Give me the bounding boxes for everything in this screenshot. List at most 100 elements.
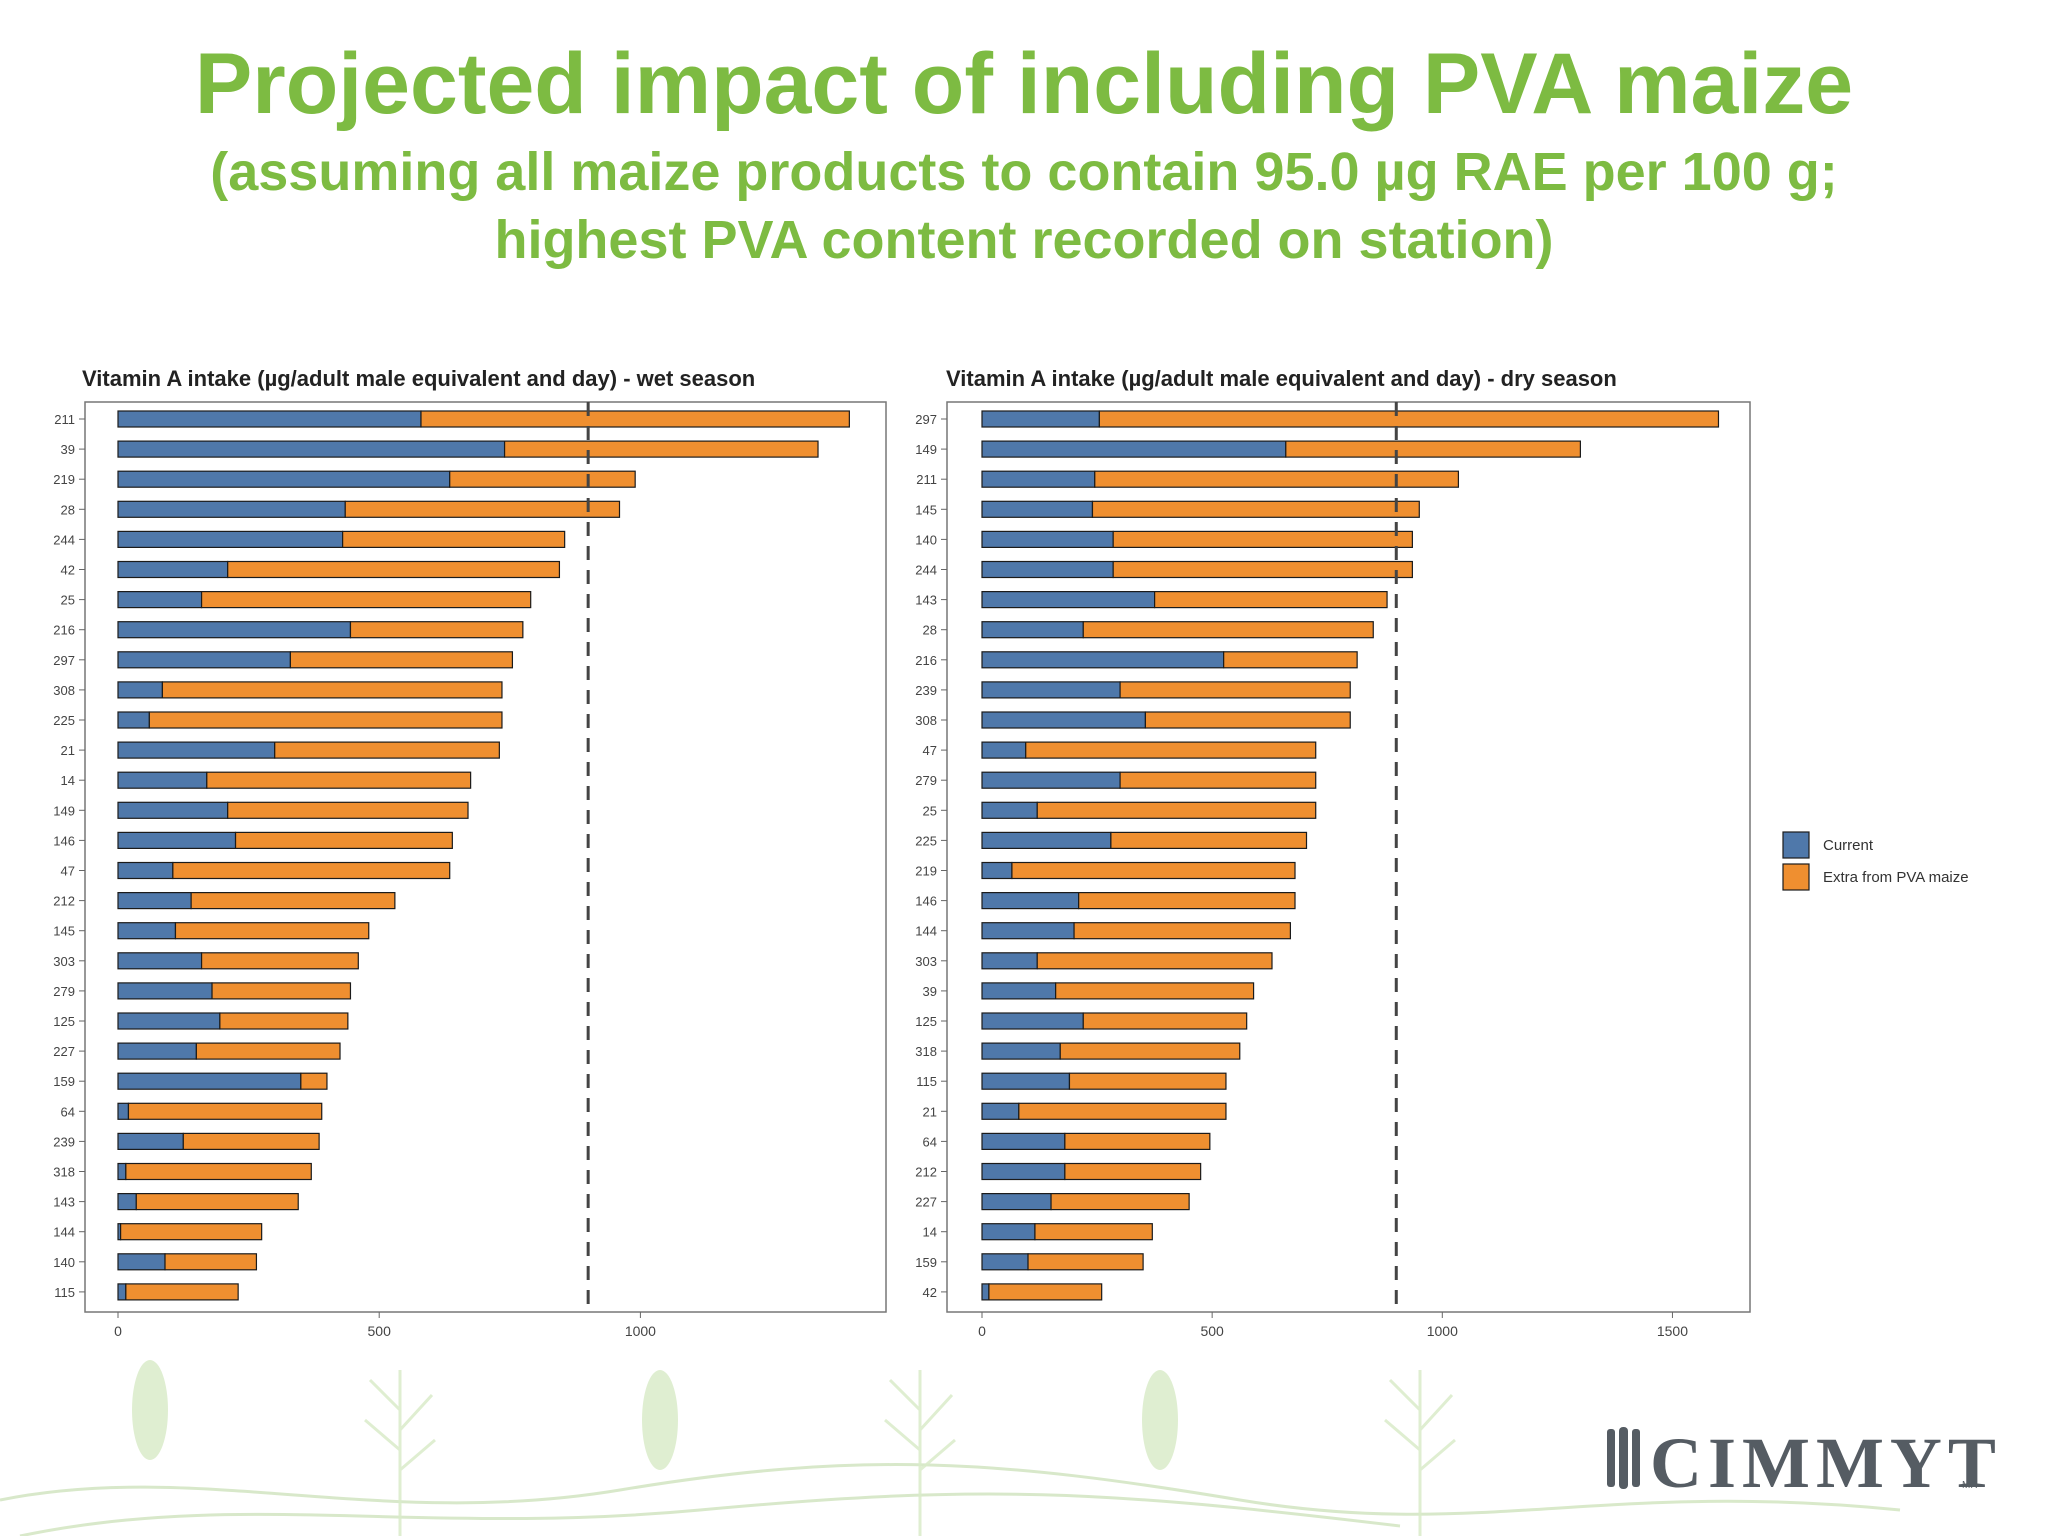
bar-current (981, 1192, 1052, 1211)
y-tick-label: 47 (923, 743, 937, 758)
bar-current (117, 952, 203, 970)
y-tick-label: 216 (53, 623, 75, 638)
chart-title-2: Vitamin A intake (µg/adult male equivale… (946, 366, 1617, 391)
bar-extra (182, 1132, 320, 1151)
bar-extra (200, 590, 532, 609)
bar-current (117, 1072, 302, 1090)
bar-extra (125, 1162, 312, 1181)
cimmyt-logo-icon (1607, 1427, 1640, 1489)
charts-area: Vitamin A intake (µg/adult male equivale… (53, 366, 1968, 1339)
bar-current (981, 560, 1114, 579)
y-tick-label: 39 (61, 442, 75, 457)
bar-extra (1055, 982, 1255, 1000)
y-tick-label: 42 (923, 1285, 937, 1300)
y-tick-label: 125 (915, 1014, 937, 1029)
bar-current (117, 741, 276, 759)
bar-extra (227, 801, 469, 819)
bar-current (981, 681, 1121, 699)
bar-extra (342, 530, 566, 549)
bar-extra (1011, 861, 1296, 880)
slide-subtitle-line-2: highest PVA content recorded on station) (494, 210, 1554, 270)
bar-extra (172, 861, 451, 880)
y-tick-label: 140 (53, 1255, 75, 1270)
y-tick-label: 318 (915, 1044, 937, 1059)
bar-extra (988, 1283, 1103, 1301)
bar-extra (227, 560, 561, 579)
bar-current (981, 741, 1027, 759)
y-tick-label: 159 (915, 1255, 937, 1270)
bar-extra (1064, 1132, 1211, 1151)
bar-extra (449, 470, 636, 488)
y-tick-label: 28 (923, 623, 937, 638)
bar-extra (174, 922, 370, 940)
bar-current (981, 1012, 1084, 1030)
cimmyt-logo: CIMMYT (1650, 1423, 2002, 1503)
bar-extra (1094, 470, 1460, 488)
bar-extra (219, 1012, 349, 1030)
bar-current (981, 1072, 1071, 1090)
y-tick-label: 140 (915, 532, 937, 547)
bar-current (117, 771, 208, 789)
bar-extra (127, 1102, 323, 1120)
y-tick-label: 303 (915, 954, 937, 969)
bar-current (117, 1192, 137, 1211)
bar-current (117, 1042, 197, 1060)
maize-decoration (0, 1360, 1901, 1536)
y-tick-label: 143 (53, 1195, 75, 1210)
plot-panel-2 (946, 401, 1751, 1313)
y-tick-label: 308 (915, 713, 937, 728)
legend-label-current: Current (1823, 837, 1874, 854)
bar-extra (1018, 1102, 1227, 1120)
bar-extra (274, 741, 500, 759)
y-tick-label: 21 (61, 743, 75, 758)
bar-extra (190, 891, 396, 910)
bar-current (981, 711, 1147, 729)
x-tick-label: 1000 (625, 1323, 656, 1339)
y-tick-label: 225 (915, 833, 937, 848)
bar-extra (1036, 952, 1273, 970)
y-tick-label: 211 (54, 412, 75, 427)
y-tick-label: 303 (53, 954, 75, 969)
bar-extra (125, 1283, 239, 1301)
bar-current (117, 500, 346, 518)
y-tick-label: 28 (61, 502, 75, 517)
bar-extra (289, 651, 514, 669)
y-tick-label: 25 (61, 593, 75, 608)
bar-current (117, 590, 203, 609)
bar-extra (1064, 1162, 1202, 1181)
bar-extra (1091, 500, 1420, 518)
y-tick-label: 125 (53, 1014, 75, 1029)
bar-current (117, 440, 506, 458)
bar-extra (1285, 440, 1581, 458)
bar-current (981, 1283, 990, 1301)
bar-current (981, 831, 1112, 850)
bar-extra (1119, 771, 1317, 789)
plot-panel-1 (84, 401, 887, 1313)
x-tick-label: 0 (114, 1323, 122, 1339)
y-tick-label: 145 (53, 924, 75, 939)
bar-extra (1112, 560, 1413, 579)
y-tick-label: 225 (53, 713, 75, 728)
bar-extra (1144, 711, 1351, 729)
y-tick-label: 216 (915, 653, 937, 668)
bar-extra (206, 771, 472, 789)
y-tick-label: 145 (915, 502, 937, 517)
bar-current (981, 771, 1121, 789)
bar-extra (420, 410, 850, 428)
bar-extra (1025, 741, 1317, 759)
bar-current (981, 470, 1096, 488)
y-tick-label: 212 (915, 1165, 937, 1180)
bar-current (981, 651, 1225, 669)
bar-current (981, 1223, 1036, 1241)
bar-current (117, 922, 177, 940)
y-tick-label: 146 (915, 894, 937, 909)
bar-extra (1059, 1042, 1241, 1060)
y-tick-label: 149 (915, 442, 937, 457)
y-tick-label: 227 (53, 1044, 75, 1059)
y-tick-label: 149 (53, 803, 75, 818)
y-tick-label: 239 (915, 683, 937, 698)
bar-extra (164, 1253, 258, 1271)
bar-extra (300, 1072, 328, 1090)
bar-extra (349, 621, 524, 639)
bar-extra (1223, 651, 1358, 669)
